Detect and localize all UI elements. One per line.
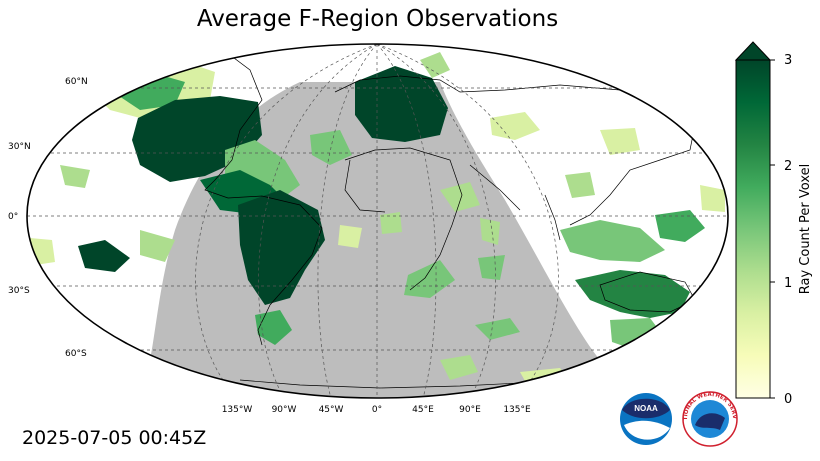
lon-label-90e: 90°E: [459, 405, 481, 415]
lon-label-135w: 135°W: [222, 405, 253, 415]
colorbar-extend-arrow: [734, 41, 772, 61]
lon-label-90w: 90°W: [272, 405, 297, 415]
colorbar-tick-label-3: 3: [784, 53, 792, 68]
lat-label-60s: 60°S: [65, 349, 87, 359]
map-title: Average F-Region Observations: [196, 6, 559, 32]
lon-labels: 135°W 90°W 45°W 0° 45°E 90°E 135°E: [222, 405, 531, 415]
colorbar-tick-label-1: 1: [784, 276, 792, 291]
lat-label-30s: 30°S: [8, 286, 30, 296]
noaa-logo-text: NOAA: [634, 404, 658, 413]
colorbar-tick-label-0: 0: [784, 392, 792, 407]
lat-label-30n: 30°N: [8, 142, 31, 152]
lon-label-0: 0°: [372, 405, 382, 415]
graticule: [27, 44, 728, 398]
observation-patches: [30, 52, 725, 390]
noaa-logo: NOAA: [620, 393, 672, 445]
lat-labels: 60°N 30°N 0° 30°S 60°S: [8, 77, 88, 359]
lon-label-135e: 135°E: [503, 405, 531, 415]
timestamp: 2025-07-05 00:45Z: [22, 427, 207, 449]
lon-label-45w: 45°W: [319, 405, 344, 415]
globe-outline: [26, 43, 729, 399]
colorbar: 0 1 2 3 Ray Count Per Voxel: [734, 41, 813, 407]
lat-label-0: 0°: [8, 212, 18, 222]
colorbar-body: [735, 59, 771, 399]
colorbar-tick-label-2: 2: [784, 159, 792, 174]
colorbar-ticks: [770, 59, 775, 399]
colorbar-label: Ray Count Per Voxel: [798, 164, 813, 294]
lon-label-45e: 45°E: [412, 405, 434, 415]
lat-label-60n: 60°N: [65, 77, 88, 87]
